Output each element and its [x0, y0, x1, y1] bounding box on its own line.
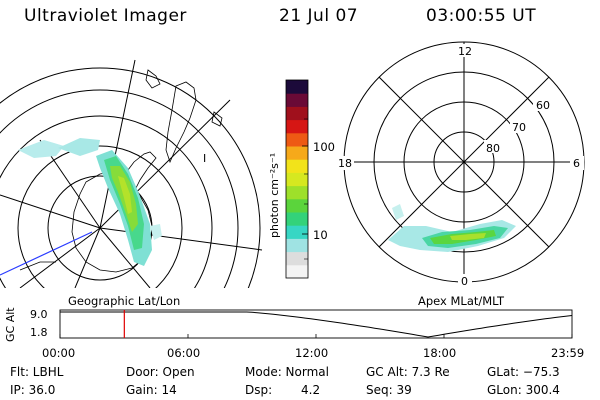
colorbar-frame [285, 79, 309, 279]
colorbar-cell [286, 238, 308, 253]
xtick-label: 00:00 [42, 346, 76, 360]
colorbar-cell [286, 119, 308, 134]
apex-caption: Apex MLat/MLT [418, 294, 505, 308]
colorbar-cell [286, 264, 308, 279]
longitude-line [99, 227, 151, 288]
longitude-line [99, 59, 136, 229]
geographic-caption: Geographic Lat/Lon [68, 294, 181, 308]
aurora-emission-geographic [18, 138, 162, 266]
colorbar-cell [286, 198, 308, 213]
colorbar-cell [286, 106, 308, 121]
colorbar-cell [286, 159, 308, 173]
gc-alt-status: GC Alt: 7.3 Re [366, 365, 450, 379]
mlt-label-6: 6 [573, 157, 580, 170]
colorbar-unit-label: photon cm⁻²s⁻¹ [268, 153, 281, 238]
colorbar-cell [286, 146, 308, 160]
colorbar-cell [286, 172, 308, 187]
aurora-emission-mlt [388, 204, 516, 252]
xtick-label: 12:00 [295, 346, 329, 360]
longitude-line [0, 194, 101, 229]
xtick-label: 18:00 [423, 346, 457, 360]
mlt-line-diagonal [378, 76, 550, 248]
door-status: Door: Open [126, 365, 195, 379]
glon-status: GLon: 300.4 [487, 383, 560, 397]
map-marker-label: I [203, 152, 206, 165]
longitude-line [74, 227, 101, 288]
colorbar-cell [286, 93, 308, 107]
xtick-label: 23:59 [551, 346, 585, 360]
colorbar-cell [286, 132, 308, 147]
colorbar-cell [286, 212, 308, 226]
observation-date: 21 Jul 07 [279, 6, 359, 26]
instrument-title: Ultraviolet Imager [24, 6, 187, 26]
latitude-circle [0, 115, 213, 288]
terminator-line [0, 231, 93, 276]
colorbar-cell [286, 80, 308, 94]
coastline [19, 261, 56, 271]
altitude-curve [60, 311, 573, 338]
altitude-plot-frame [59, 309, 573, 339]
colorbar-cell [286, 225, 308, 239]
colorbar-cell [286, 185, 308, 200]
seq-status: Seq: 39 [366, 383, 412, 397]
colorbar-tick-10: 10 [313, 228, 328, 242]
coastline [145, 69, 161, 89]
mlat-label-80: 80 [486, 142, 500, 155]
longitude-line [19, 227, 101, 288]
ip-status: IP: 36.0 [10, 383, 56, 397]
filter-status: Flt: LBHL [10, 365, 64, 379]
altitude-timeline: GC Alt 9.0 1.8 [4, 307, 573, 342]
gain-status: Gain: 14 [126, 383, 177, 397]
xtick-label: 06:00 [167, 346, 201, 360]
altitude-ytick-min: 1.8 [30, 326, 48, 339]
mlt-label-0: 0 [461, 275, 468, 288]
mlt-label-18: 18 [338, 157, 352, 170]
peninsula-coastline [121, 151, 157, 193]
glat-status: GLat: −75.3 [487, 365, 560, 379]
latitude-circle [0, 89, 239, 288]
mlat-label-70: 70 [512, 121, 526, 134]
colorbar-cell [286, 251, 308, 266]
latitude-circle [0, 67, 261, 288]
dsp-label: Dsp: [245, 383, 273, 397]
apex-polar-plot: 12 18 6 0 60 70 80 [334, 41, 585, 288]
mlt-label-12: 12 [458, 45, 472, 58]
colorbar-tick-100: 100 [313, 140, 335, 154]
altitude-axis-label: GC Alt [4, 307, 17, 342]
dsp-value: 4.2 [301, 383, 321, 397]
latitude-circle [17, 145, 183, 288]
mode-status: Mode: Normal [245, 365, 329, 379]
altitude-ytick-max: 9.0 [30, 308, 48, 321]
south-america-coastline [165, 81, 197, 164]
colorbar: photon cm⁻²s⁻¹ [268, 79, 309, 279]
mlat-label-60: 60 [536, 99, 550, 112]
island-coastline [211, 111, 223, 127]
observation-time: 03:00:55 UT [426, 6, 537, 26]
geographic-map: I [0, 59, 263, 288]
